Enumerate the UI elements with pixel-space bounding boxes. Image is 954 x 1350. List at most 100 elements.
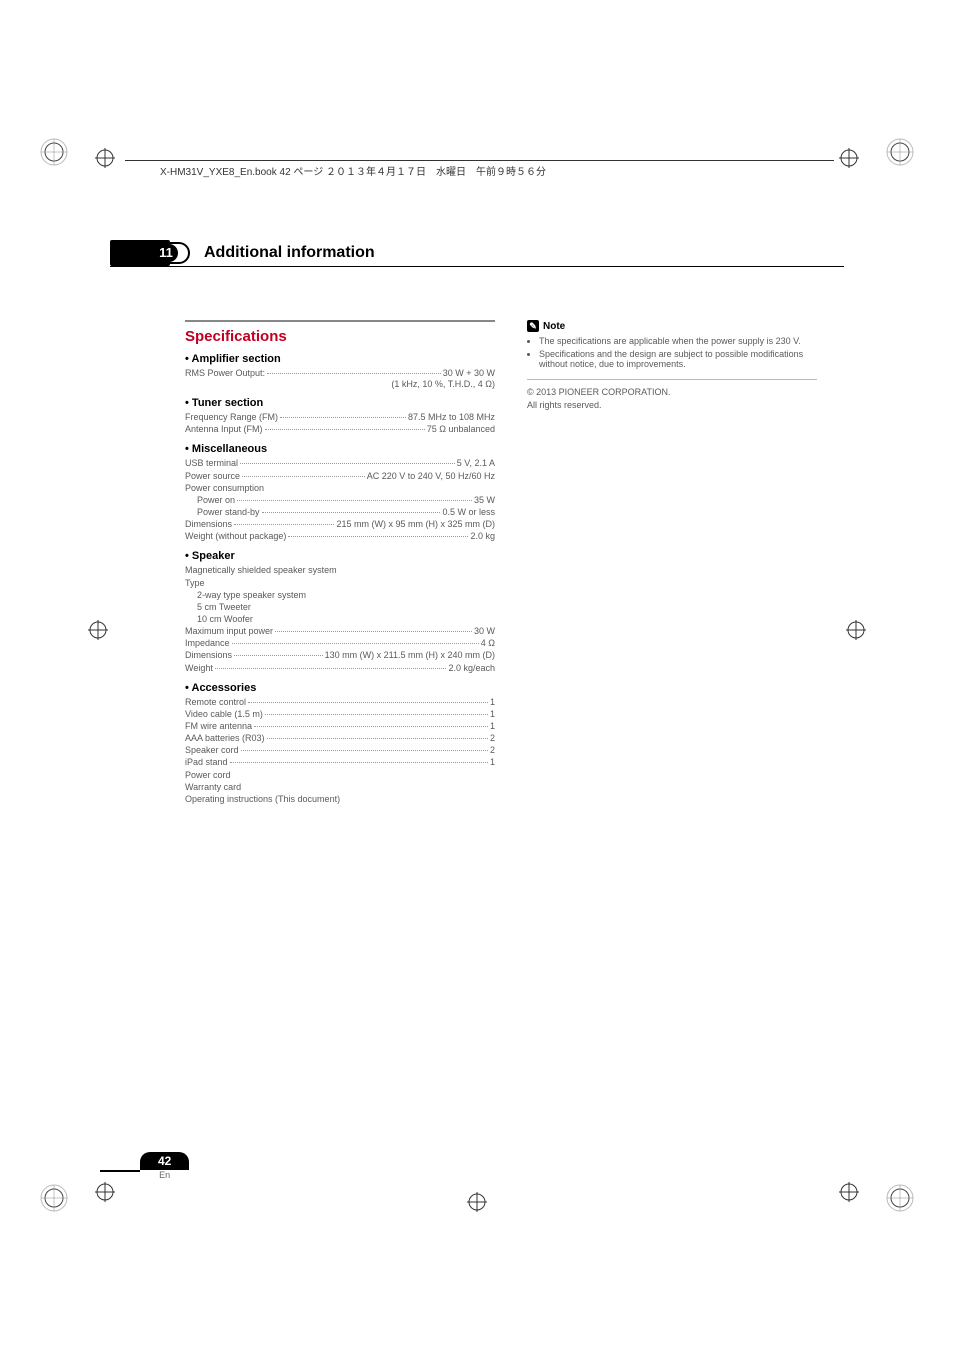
spec-label: Dimensions [185,518,232,530]
spec-label: Weight (without package) [185,530,286,542]
spec-row: Impedance 4 Ω [185,637,495,649]
reg-cross-icon [467,1192,487,1212]
spec-value: 87.5 MHz to 108 MHz [408,411,495,423]
reg-circle-icon [40,138,68,166]
accessories-heading: Accessories [185,682,495,694]
spec-value: 1 [490,708,495,720]
spec-value: 4 Ω [481,637,495,649]
spec-row: USB terminal 5 V, 2.1 A [185,457,495,469]
chapter-title: Additional information [204,244,375,262]
spec-text: Power cord [185,769,495,781]
spec-label: Power source [185,470,240,482]
spec-label: Power stand-by [197,506,260,518]
page-number-badge: 42 En [140,1152,189,1180]
spec-value: AC 220 V to 240 V, 50 Hz/60 Hz [367,470,495,482]
spec-value: 2.0 kg/each [448,662,495,674]
note-icon: ✎ [527,320,539,332]
spec-row: RMS Power Output: 30 W + 30 W [185,367,495,379]
spec-label: AAA batteries (R03) [185,732,265,744]
right-column: ✎ Note The specifications are applicable… [527,320,817,805]
spec-value: 1 [490,756,495,768]
spec-row: Maximum input power30 W [185,625,495,637]
spec-label: RMS Power Output: [185,367,265,379]
spec-value: 1 [490,696,495,708]
spec-label: Power on [197,494,235,506]
spec-label: FM wire antenna [185,720,252,732]
note-heading: ✎ Note [527,320,817,332]
spec-label: Remote control [185,696,246,708]
spec-label: Speaker cord [185,744,239,756]
reg-circle-icon [886,138,914,166]
spec-value: 2 [490,744,495,756]
spec-value: 30 W [474,625,495,637]
spec-value: 35 W [474,494,495,506]
spec-text: Operating instructions (This document) [185,793,495,805]
spec-text: Magnetically shielded speaker system [185,564,495,576]
chapter-header: 11 Additional information [110,240,844,266]
spec-text: 5 cm Tweeter [185,601,495,613]
spec-label: USB terminal [185,457,238,469]
note-list: The specifications are applicable when t… [527,336,817,369]
spec-row: Weight 2.0 kg/each [185,662,495,674]
amplifier-note: (1 kHz, 10 %, T.H.D., 4 Ω) [185,379,495,389]
spec-row: Video cable (1.5 m) 1 [185,708,495,720]
spec-value: 5 V, 2.1 A [457,457,495,469]
spec-value: 0.5 W or less [442,506,495,518]
misc-heading: Miscellaneous [185,443,495,455]
spec-value: 130 mm (W) x 211.5 mm (H) x 240 mm (D) [325,649,495,661]
spec-value: 215 mm (W) x 95 mm (H) x 325 mm (D) [336,518,495,530]
reg-circle-icon [40,1184,68,1212]
spec-label: iPad stand [185,756,228,768]
spec-label: Impedance [185,637,230,649]
spec-text: 2-way type speaker system [185,589,495,601]
reg-cross-icon [846,620,866,640]
reg-cross-icon [839,1182,859,1202]
spec-value: 2.0 kg [470,530,495,542]
spec-row: Power stand-by 0.5 W or less [185,506,495,518]
chapter-number: 11 [154,244,178,262]
tuner-heading: Tuner section [185,397,495,409]
copyright-line: © 2013 PIONEER CORPORATION. [527,386,817,399]
spec-row: Dimensions 130 mm (W) x 211.5 mm (H) x 24… [185,649,495,661]
spec-value: 1 [490,720,495,732]
copyright-line: All rights reserved. [527,399,817,412]
spec-row: iPad stand 1 [185,756,495,768]
spec-label: Video cable (1.5 m) [185,708,263,720]
spec-row: AAA batteries (R03) 2 [185,732,495,744]
reg-cross-icon [95,148,115,168]
reg-circle-icon [886,1184,914,1212]
spec-row: Power on 35 W [185,494,495,506]
spec-label: Antenna Input (FM) [185,423,263,435]
spec-row: Antenna Input (FM) 75 Ω unbalanced [185,423,495,435]
source-file-info: X-HM31V_YXE8_En.book 42 ページ ２０１３年４月１７日 水… [160,160,834,178]
spec-row: Weight (without package) 2.0 kg [185,530,495,542]
spec-label: Dimensions [185,649,232,661]
note-label: Note [543,321,565,332]
spec-label: Weight [185,662,213,674]
note-item: Specifications and the design are subjec… [539,349,817,369]
left-column: Specifications Amplifier section RMS Pow… [185,320,495,805]
spec-row: Dimensions 215 mm (W) x 95 mm (H) x 325 m… [185,518,495,530]
spec-text: Type [185,577,495,589]
reg-cross-icon [95,1182,115,1202]
spec-value: 30 W + 30 W [443,367,495,379]
spec-row: FM wire antenna 1 [185,720,495,732]
spec-text: Warranty card [185,781,495,793]
spec-row: Speaker cord 2 [185,744,495,756]
spec-value: 2 [490,732,495,744]
divider [110,266,844,267]
spec-value: 75 Ω unbalanced [427,423,495,435]
amplifier-heading: Amplifier section [185,353,495,365]
speaker-heading: Speaker [185,550,495,562]
spec-row: Remote control 1 [185,696,495,708]
reg-cross-icon [88,620,108,640]
spec-label: Frequency Range (FM) [185,411,278,423]
page-language: En [140,1170,189,1180]
spec-row: Power source AC 220 V to 240 V, 50 Hz/60 … [185,470,495,482]
spec-text: 10 cm Woofer [185,613,495,625]
power-consumption-label: Power consumption [185,482,495,494]
reg-cross-icon [839,148,859,168]
copyright: © 2013 PIONEER CORPORATION. All rights r… [527,379,817,411]
note-item: The specifications are applicable when t… [539,336,817,346]
spec-row: Frequency Range (FM) 87.5 MHz to 108 MHz [185,411,495,423]
